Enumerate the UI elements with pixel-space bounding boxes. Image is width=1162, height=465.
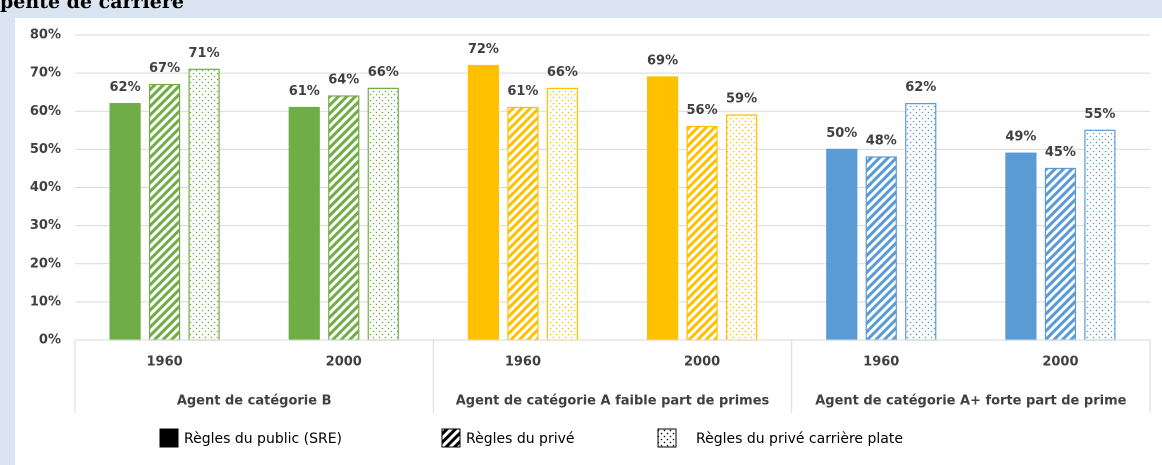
bar bbox=[367, 87, 399, 341]
x-tick-label: 1960 bbox=[146, 355, 182, 370]
x-tick-label: 2000 bbox=[684, 355, 720, 370]
group-label: Agent de catégorie B bbox=[177, 394, 332, 409]
bar bbox=[1044, 167, 1077, 341]
chart-title: pente de carrière bbox=[0, 0, 184, 13]
value-label: 66% bbox=[547, 65, 578, 80]
bar bbox=[1084, 129, 1116, 341]
y-tick-label: 10% bbox=[30, 294, 61, 309]
bar bbox=[507, 106, 539, 341]
y-tick-label: 30% bbox=[30, 218, 61, 233]
value-label: 71% bbox=[189, 46, 220, 61]
x-tick-label: 2000 bbox=[1042, 355, 1078, 370]
value-label: 61% bbox=[289, 84, 320, 99]
value-label: 49% bbox=[1005, 130, 1036, 145]
x-tick-label: 2000 bbox=[326, 355, 362, 370]
value-label: 67% bbox=[149, 61, 180, 76]
bar bbox=[725, 114, 758, 341]
y-tick-label: 70% bbox=[30, 66, 61, 81]
bar bbox=[188, 68, 220, 341]
value-label: 62% bbox=[110, 80, 141, 95]
bar bbox=[467, 64, 500, 341]
value-label: 45% bbox=[1045, 145, 1076, 160]
x-tick-label: 1960 bbox=[863, 355, 899, 370]
legend-label: Règles du privé carrière plate bbox=[696, 431, 903, 447]
y-tick-label: 50% bbox=[30, 142, 61, 157]
legend-swatch bbox=[159, 428, 179, 448]
bar bbox=[546, 87, 579, 341]
legend-label: Règles du privé bbox=[466, 431, 575, 447]
legend-swatch bbox=[657, 428, 677, 448]
bar bbox=[646, 76, 679, 341]
value-label: 69% bbox=[647, 53, 678, 68]
y-tick-label: 80% bbox=[30, 28, 61, 43]
value-label: 72% bbox=[468, 42, 499, 57]
bar bbox=[109, 103, 141, 341]
bar bbox=[1005, 152, 1037, 341]
value-label: 64% bbox=[328, 73, 359, 88]
y-tick-label: 60% bbox=[30, 104, 61, 119]
group-label: Agent de catégorie A faible part de prim… bbox=[456, 394, 770, 409]
group-label: Agent de catégorie A+ forte part de prim… bbox=[815, 394, 1126, 409]
value-label: 48% bbox=[866, 134, 897, 149]
value-label: 61% bbox=[507, 84, 538, 99]
value-label: 55% bbox=[1084, 107, 1115, 122]
bar bbox=[686, 125, 718, 341]
bar bbox=[148, 83, 181, 341]
x-tick-label: 1960 bbox=[505, 355, 541, 370]
legend-label: Règles du public (SRE) bbox=[184, 431, 342, 447]
value-label: 62% bbox=[905, 80, 936, 95]
value-label: 50% bbox=[826, 126, 857, 141]
legend-swatch bbox=[441, 428, 461, 448]
value-label: 59% bbox=[726, 92, 757, 107]
y-tick-label: 40% bbox=[30, 180, 61, 195]
y-tick-label: 0% bbox=[39, 333, 61, 348]
value-label: 56% bbox=[687, 103, 718, 118]
bar bbox=[288, 106, 320, 341]
bar bbox=[865, 156, 897, 341]
bar bbox=[905, 103, 937, 341]
bar bbox=[328, 95, 360, 341]
bar bbox=[826, 148, 858, 341]
y-tick-label: 20% bbox=[30, 256, 61, 271]
value-label: 66% bbox=[368, 65, 399, 80]
